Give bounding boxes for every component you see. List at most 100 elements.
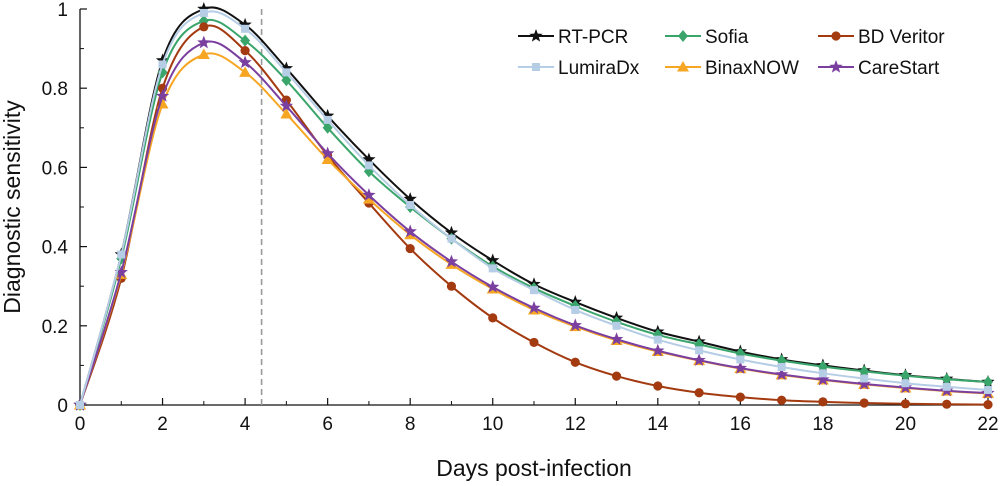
y-tick-label: 0.4 xyxy=(42,238,69,259)
legend: RT-PCR Sofia BD Veritor LumiraDx BinaxNOW Car… xyxy=(518,27,945,79)
y-tick-label: 0.6 xyxy=(42,158,68,179)
data-point-lumiradx xyxy=(282,68,291,77)
data-point-bd-veritor xyxy=(653,381,663,391)
y-tick-label: 0.2 xyxy=(42,317,68,338)
data-point-carestart xyxy=(114,265,128,278)
data-point-carestart xyxy=(486,279,500,293)
series-line-carestart xyxy=(79,40,989,406)
data-point-sofia xyxy=(900,369,911,382)
legend-marker-sofia xyxy=(678,30,688,42)
series-bd-veritor xyxy=(75,22,993,410)
data-point-carestart xyxy=(692,353,706,366)
legend-marker-rt-pcr xyxy=(529,29,543,42)
series-lumiradx xyxy=(76,8,992,409)
data-point-binaxnow xyxy=(197,48,210,60)
data-point-rt-pcr xyxy=(320,108,335,122)
legend-item-rt-pcr: RT-PCR xyxy=(518,27,628,48)
data-point-bd-veritor xyxy=(529,337,539,348)
data-point-carestart xyxy=(444,254,459,268)
data-point-carestart xyxy=(279,99,294,112)
legend-item-bd-veritor: BD Veritor xyxy=(818,27,945,48)
data-point-lumiradx xyxy=(241,24,250,33)
data-point-carestart xyxy=(857,377,871,390)
legend-label-sofia: Sofia xyxy=(705,27,749,48)
data-point-bd-veritor xyxy=(611,371,622,381)
data-point-binaxnow xyxy=(321,153,334,164)
x-tick-label: 2 xyxy=(157,414,168,435)
data-point-carestart xyxy=(197,35,211,49)
data-point-bd-veritor xyxy=(900,399,911,409)
data-point-rt-pcr xyxy=(197,2,211,15)
legend-label-rt-pcr: RT-PCR xyxy=(558,27,628,48)
data-point-carestart xyxy=(733,361,748,374)
data-point-lumiradx xyxy=(117,250,126,259)
x-tick-label: 18 xyxy=(812,414,833,435)
data-point-bd-veritor xyxy=(942,399,952,409)
y-tick-label: 0 xyxy=(57,396,68,417)
data-point-bd-veritor xyxy=(240,45,250,56)
data-point-bd-veritor xyxy=(570,357,580,367)
data-point-rt-pcr xyxy=(155,53,170,67)
data-point-lumiradx xyxy=(653,335,662,344)
data-point-binaxnow xyxy=(239,66,252,77)
data-point-lumiradx xyxy=(984,385,992,394)
y-tick-label: 1 xyxy=(57,0,68,21)
x-tick-label: 16 xyxy=(730,414,751,435)
data-point-binaxnow xyxy=(280,107,293,119)
x-tick-label: 8 xyxy=(405,414,416,435)
legend-item-lumiradx: LumiraDx xyxy=(518,58,640,79)
legend-marker-bd-veritor xyxy=(831,31,841,41)
data-point-carestart xyxy=(609,332,624,345)
data-point-lumiradx xyxy=(860,374,869,383)
series-line-bd-veritor xyxy=(79,24,989,406)
data-point-lumiradx xyxy=(695,346,704,355)
legend-marker-carestart xyxy=(829,60,843,73)
x-tick-label: 0 xyxy=(75,414,86,435)
data-point-lumiradx xyxy=(76,401,84,409)
series-binaxnow xyxy=(74,48,994,410)
legend-label-carestart: CareStart xyxy=(858,58,940,79)
data-point-sofia xyxy=(859,365,870,378)
data-point-carestart xyxy=(774,367,789,381)
x-axis-title: Days post-infection xyxy=(436,455,632,481)
y-tick-label: 0.8 xyxy=(42,79,68,100)
data-point-lumiradx xyxy=(364,161,373,170)
legend-label-bd-veritor: BD Veritor xyxy=(858,27,945,48)
legend-item-sofia: Sofia xyxy=(665,27,749,48)
data-point-bd-veritor xyxy=(983,400,993,410)
data-point-bd-veritor xyxy=(777,395,787,405)
data-point-lumiradx xyxy=(571,305,580,314)
data-point-sofia xyxy=(281,74,292,87)
data-point-rt-pcr xyxy=(486,253,500,267)
x-tick-label: 14 xyxy=(647,414,669,435)
data-point-sofia xyxy=(983,376,993,389)
data-point-bd-veritor xyxy=(859,398,869,408)
data-point-carestart xyxy=(527,300,541,314)
x-tick-label: 4 xyxy=(240,414,251,435)
data-point-carestart xyxy=(403,224,417,238)
data-point-carestart xyxy=(568,318,582,332)
data-point-lumiradx xyxy=(777,362,786,371)
data-point-carestart xyxy=(320,146,335,160)
data-point-rt-pcr xyxy=(403,192,417,205)
axes: 0 2 4 6 8 10 12 14 16 18 20 22 0 0.2 0.4 0.6 0.8 1 xyxy=(42,0,999,435)
legend-label-binaxnow: BinaxNOW xyxy=(705,58,799,79)
series-line-binaxnow xyxy=(79,52,989,406)
legend-marker-binaxnow xyxy=(677,61,689,72)
data-point-lumiradx xyxy=(199,8,208,17)
x-tick-label: 12 xyxy=(565,414,586,435)
data-point-lumiradx xyxy=(736,355,745,364)
data-point-carestart xyxy=(362,188,376,201)
series-sofia xyxy=(75,14,993,411)
data-point-bd-veritor xyxy=(405,243,415,254)
data-point-lumiradx xyxy=(406,201,415,210)
data-point-sofia xyxy=(240,34,251,47)
data-point-lumiradx xyxy=(447,234,456,243)
data-point-lumiradx xyxy=(818,369,827,378)
data-point-carestart xyxy=(651,343,665,357)
data-point-rt-pcr xyxy=(238,17,252,31)
data-point-rt-pcr xyxy=(279,61,294,75)
data-point-carestart xyxy=(155,89,170,102)
